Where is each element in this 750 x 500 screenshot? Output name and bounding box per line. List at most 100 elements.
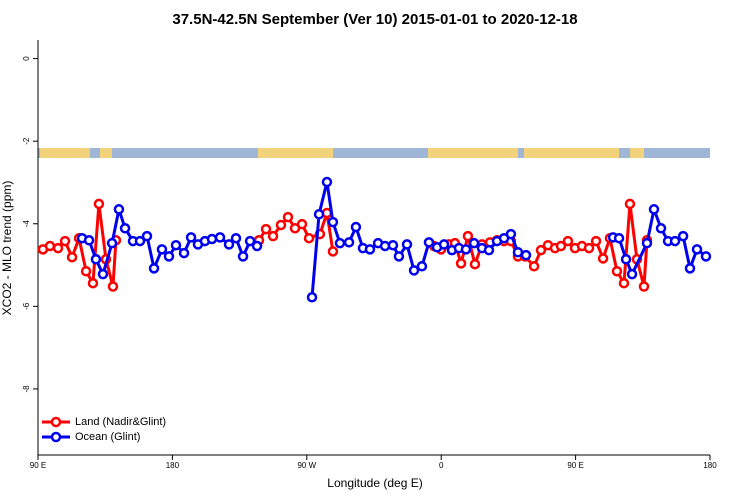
point: [590, 235, 602, 247]
point: [327, 246, 339, 257]
point: [638, 281, 650, 292]
x-tick-label: 90 E: [567, 461, 583, 470]
point: [641, 237, 653, 249]
point: [156, 244, 168, 255]
legend-label: Ocean (Glint): [75, 431, 140, 443]
point: [327, 216, 339, 228]
point: [626, 268, 638, 280]
point: [691, 244, 703, 255]
point: [648, 204, 660, 215]
y-axis-label: XCO2 - MLO trend (ppm): [0, 181, 14, 316]
point: [334, 237, 346, 249]
point: [700, 251, 712, 262]
y-tick-label: -6: [22, 302, 31, 310]
point: [597, 253, 609, 264]
point: [313, 209, 325, 220]
point: [535, 244, 547, 256]
map-strip: [38, 148, 710, 158]
point: [416, 261, 428, 272]
point: [364, 244, 376, 255]
point: [113, 204, 125, 215]
point: [260, 223, 272, 235]
legend-marker: [50, 431, 62, 443]
y-tick-label: -8: [22, 385, 31, 393]
point: [97, 268, 109, 280]
point: [87, 277, 99, 289]
point: [401, 239, 413, 250]
point: [223, 239, 235, 250]
point: [52, 242, 64, 254]
point: [618, 277, 630, 289]
x-tick-label: 180: [166, 461, 180, 470]
point: [655, 223, 667, 234]
point: [134, 235, 146, 247]
point: [178, 247, 190, 259]
point: [483, 244, 495, 256]
point: [296, 218, 308, 230]
point: [303, 232, 315, 244]
point: [555, 240, 567, 252]
y-tick-label: -4: [22, 220, 31, 228]
point: [677, 230, 689, 242]
point: [282, 211, 294, 223]
x-tick-label: 180: [703, 461, 717, 470]
y-tick-label: -2: [22, 137, 31, 145]
point: [455, 258, 467, 269]
point: [306, 292, 318, 303]
point: [163, 251, 175, 262]
x-tick-label: 90 W: [297, 461, 316, 470]
point: [423, 237, 435, 248]
y-tick-label: 0: [22, 56, 31, 61]
point: [275, 219, 287, 231]
point: [206, 233, 218, 245]
point: [613, 232, 625, 244]
point: [237, 251, 249, 262]
x-tick-label: 90 E: [30, 461, 46, 470]
point: [44, 240, 56, 252]
point: [462, 230, 474, 242]
point: [468, 237, 480, 249]
point: [624, 198, 636, 210]
point: [230, 232, 242, 244]
point: [469, 258, 481, 270]
point: [505, 228, 517, 240]
point: [141, 230, 153, 242]
point: [119, 223, 131, 234]
point: [170, 239, 182, 251]
point: [106, 237, 118, 249]
point: [611, 265, 623, 277]
point: [148, 263, 160, 274]
point: [583, 242, 595, 254]
point: [267, 230, 279, 242]
point: [562, 235, 574, 247]
point: [343, 237, 355, 248]
point: [669, 235, 681, 247]
legend-label: Land (Nadir&Glint): [75, 416, 166, 428]
x-tick-label: 0: [439, 461, 444, 470]
point: [520, 249, 532, 261]
point: [66, 251, 78, 263]
point: [251, 240, 263, 252]
legend-marker: [50, 416, 62, 428]
point: [350, 221, 362, 233]
point: [83, 235, 95, 246]
point: [80, 265, 92, 277]
point: [214, 232, 226, 243]
point: [107, 281, 119, 292]
x-axis-label: Longitude (deg E): [327, 476, 422, 490]
point: [185, 232, 197, 243]
point: [59, 235, 71, 247]
point: [321, 176, 333, 188]
point: [620, 254, 632, 265]
point: [684, 263, 696, 274]
point: [512, 246, 524, 258]
point: [93, 198, 105, 210]
point: [90, 254, 102, 265]
point: [393, 251, 405, 262]
point: [408, 265, 420, 276]
point: [460, 244, 472, 255]
point: [438, 239, 450, 250]
chart-title: 37.5N-42.5N September (Ver 10) 2015-01-0…: [172, 11, 577, 28]
point: [387, 239, 399, 251]
